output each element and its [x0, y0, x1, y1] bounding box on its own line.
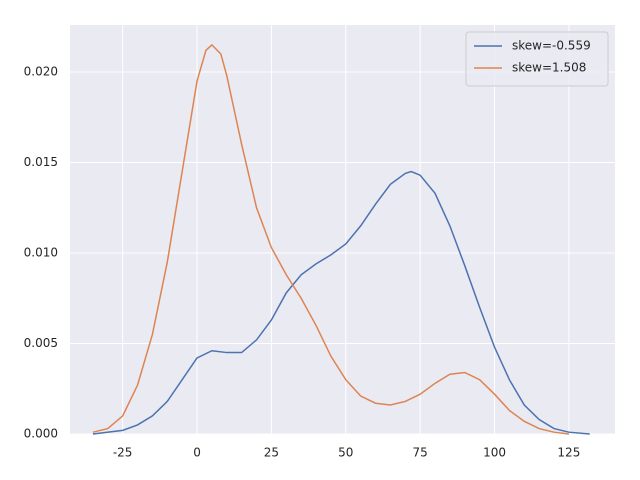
x-tick-label: 50 [338, 446, 353, 460]
y-tick-label: 0.000 [24, 427, 58, 441]
x-tick-label: 25 [264, 446, 279, 460]
x-tick-label: 100 [483, 446, 506, 460]
y-tick-label: 0.020 [24, 65, 58, 79]
y-tick-label: 0.010 [24, 246, 58, 260]
legend-label: skew=-0.559 [512, 39, 591, 53]
legend-label: skew=1.508 [512, 61, 586, 75]
x-tick-label: 0 [193, 446, 201, 460]
x-tick-label: 125 [557, 446, 580, 460]
x-tick-label: -25 [113, 446, 133, 460]
y-tick-label: 0.015 [24, 155, 58, 169]
legend: skew=-0.559 skew=1.508 [465, 31, 609, 87]
x-tick-label: 75 [413, 446, 428, 460]
plot-background [70, 25, 615, 434]
line [92, 43, 569, 435]
line [92, 170, 590, 435]
y-tick-label: 0.005 [24, 336, 58, 350]
